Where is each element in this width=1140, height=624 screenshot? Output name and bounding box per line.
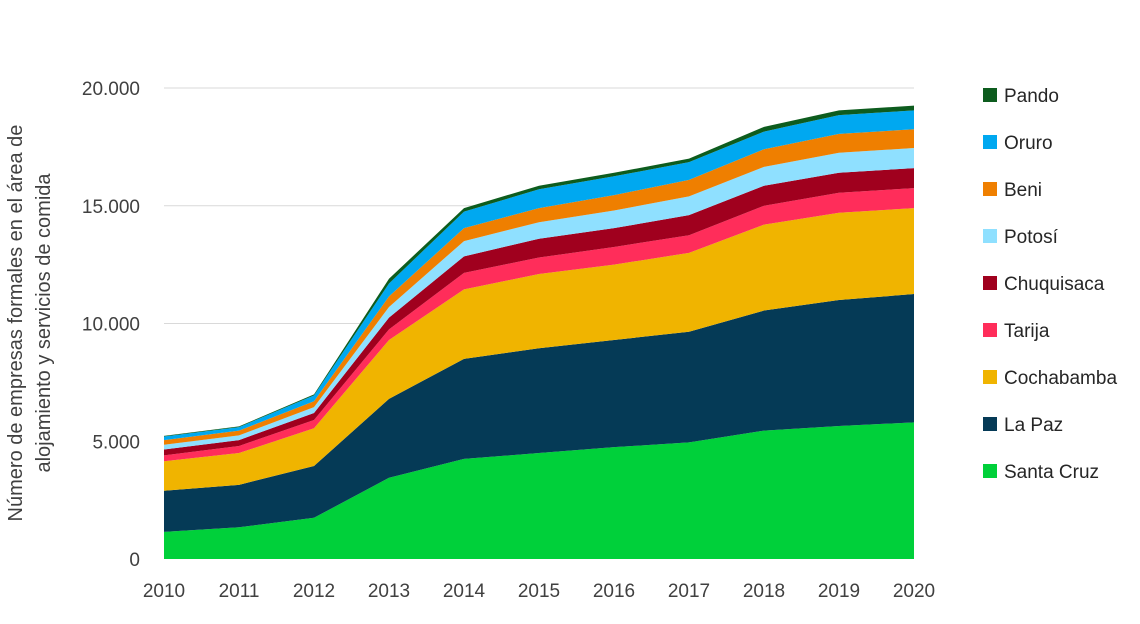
x-tick-label: 2011: [219, 581, 260, 602]
legend-swatch: [983, 182, 997, 196]
y-axis-title-line: Número de empresas formales en el área d…: [5, 125, 27, 522]
legend: Pando Oruro Beni Potosí Chuquisaca Tarija Coch…: [983, 86, 1117, 483]
y-axis-ticks: 0 5.000 10.000 15.000 20.000: [82, 79, 140, 571]
y-axis-title: Número de empresas formales en el área d…: [5, 125, 55, 522]
y-tick-label: 15.000: [82, 197, 140, 218]
legend-item-santa-cruz: Santa Cruz: [983, 462, 1099, 483]
legend-label: Pando: [1004, 86, 1059, 107]
legend-label: La Paz: [1004, 415, 1063, 436]
area-la-paz: [164, 294, 914, 532]
legend-label: Cochabamba: [1004, 368, 1117, 389]
legend-item-cochabamba: Cochabamba: [983, 368, 1117, 389]
x-tick-label: 2018: [743, 581, 785, 602]
legend-item-oruro: Oruro: [983, 133, 1053, 154]
legend-swatch: [983, 276, 997, 290]
legend-item-potosi: Potosí: [983, 227, 1059, 248]
legend-swatch: [983, 229, 997, 243]
legend-label: Tarija: [1004, 321, 1050, 342]
x-tick-label: 2019: [818, 581, 860, 602]
legend-swatch: [983, 464, 997, 478]
legend-item-la-paz: La Paz: [983, 415, 1063, 436]
legend-item-pando: Pando: [983, 86, 1059, 107]
y-tick-label: 5.000: [92, 432, 140, 453]
y-axis-title-line: alojamiento y servicios de comida: [33, 173, 55, 473]
legend-item-tarija: Tarija: [983, 321, 1050, 342]
x-tick-label: 2020: [893, 581, 935, 602]
x-tick-label: 2016: [593, 581, 635, 602]
x-axis-ticks: 2010 2011 2012 2013 2014 2015 2016 2017 2018 2019…: [143, 581, 935, 602]
legend-swatch: [983, 370, 997, 384]
legend-swatch: [983, 417, 997, 431]
area-santa-cruz: [164, 422, 914, 559]
y-tick-label: 10.000: [82, 315, 140, 336]
x-tick-label: 2015: [518, 581, 560, 602]
x-tick-label: 2010: [143, 581, 185, 602]
legend-label: Chuquisaca: [1004, 274, 1105, 295]
legend-label: Beni: [1004, 180, 1042, 201]
legend-label: Potosí: [1004, 227, 1059, 248]
legend-swatch: [983, 88, 997, 102]
area-cochabamba: [164, 208, 914, 491]
legend-item-chuquisaca: Chuquisaca: [983, 274, 1105, 295]
legend-label: Oruro: [1004, 133, 1053, 154]
legend-swatch: [983, 323, 997, 337]
legend-label: Santa Cruz: [1004, 462, 1099, 483]
x-tick-label: 2013: [368, 581, 410, 602]
area-series: [164, 105, 914, 559]
x-tick-label: 2017: [668, 581, 710, 602]
legend-item-beni: Beni: [983, 180, 1042, 201]
y-tick-label: 0: [129, 550, 140, 571]
x-tick-label: 2012: [293, 581, 335, 602]
x-tick-label: 2014: [443, 581, 486, 602]
legend-swatch: [983, 135, 997, 149]
y-tick-label: 20.000: [82, 79, 140, 100]
